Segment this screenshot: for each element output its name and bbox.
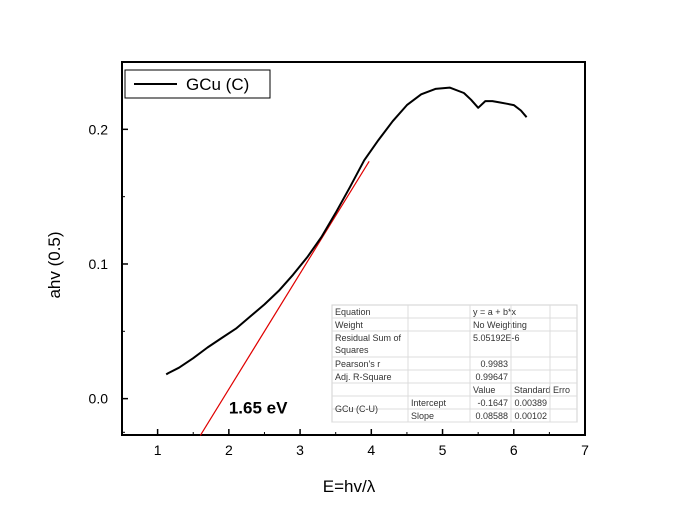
x-tick-label: 4: [367, 442, 375, 458]
fit-table-cell: Value: [473, 385, 495, 395]
fit-table-cell: Pearson's r: [335, 359, 380, 369]
fit-table-cell: 5.05192E-6: [473, 333, 520, 343]
fit-table-cell: Weight: [335, 320, 363, 330]
fit-table-cell: Standard Erro: [514, 385, 570, 395]
x-tick-label: 1: [154, 442, 162, 458]
fit-table-cell: -0.1647: [477, 398, 508, 408]
fit-table-cell: Equation: [335, 307, 371, 317]
fit-table-cell: y = a + b*x: [473, 307, 517, 317]
fit-table-cell: Residual Sum of Squares: [335, 333, 402, 355]
fit-table-cell: 0.9983: [480, 359, 508, 369]
fit-table-cell: GCu (C-U): [335, 404, 378, 414]
fit-table-cell: No Weighting: [473, 320, 527, 330]
x-tick-label: 5: [439, 442, 447, 458]
y-tick-label: 0.2: [89, 121, 109, 137]
series-layer: [165, 86, 528, 376]
x-tick-label: 7: [581, 442, 589, 458]
y-axis-title: ahv (0.5): [45, 231, 64, 298]
fit-line-layer: [199, 161, 370, 436]
y-tick-label: 0.0: [89, 391, 109, 407]
legend: GCu (C): [124, 69, 271, 99]
axes: [121, 61, 586, 436]
fit-table-cell: 0.08588: [475, 411, 508, 421]
fit-table: Equation y = a + b*x Weight No Weighting Res…: [331, 304, 578, 423]
ticks: 1 2 3 4 5 6 7 0.0 0.1 0.2: [89, 61, 589, 458]
annotation-label: 1.65 eV: [229, 398, 288, 417]
fit-table-cell: 0.00389: [514, 398, 547, 408]
fit-table-cell: 0.00102: [514, 411, 547, 421]
x-tick-label: 2: [225, 442, 233, 458]
fit-table-cell: 0.99647: [475, 372, 508, 382]
annotations: 1.65 eV: [229, 398, 288, 417]
legend-label: GCu (C): [186, 75, 249, 94]
fit-table-cell: Intercept: [411, 398, 447, 408]
y-tick-label: 0.1: [89, 256, 109, 272]
series-line: [165, 86, 528, 376]
x-tick-label: 3: [296, 442, 304, 458]
x-tick-label: 6: [510, 442, 518, 458]
plot-frame: [121, 61, 586, 436]
fit-table-bg: [331, 304, 578, 423]
fit-table-cell: Adj. R-Square: [335, 372, 392, 382]
linear-fit-line: [199, 161, 370, 436]
fit-table-cell: Slope: [411, 411, 434, 421]
x-axis-title: E=hv/λ: [323, 477, 376, 496]
